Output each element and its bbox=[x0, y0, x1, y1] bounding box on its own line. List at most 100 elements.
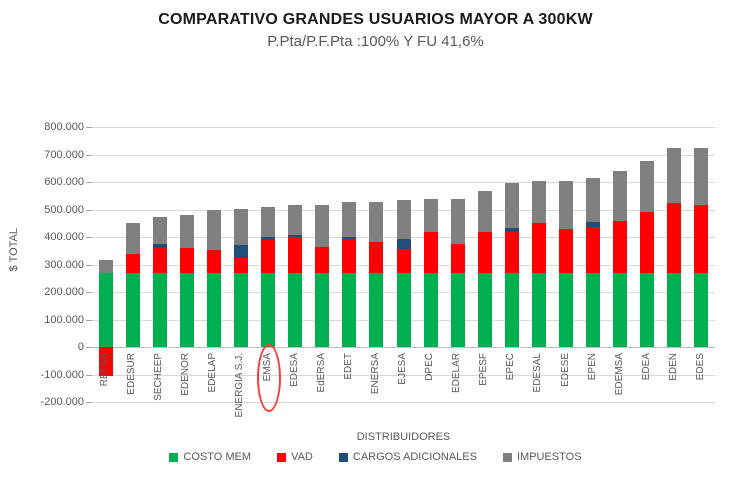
bar-eden-vad bbox=[667, 203, 682, 273]
bar-edesa-costo-mem bbox=[288, 272, 303, 347]
x-label-ejesa: EJESA bbox=[397, 353, 408, 385]
bar-enersa-costo-mem bbox=[369, 272, 384, 347]
gridline-100-000 bbox=[92, 374, 715, 376]
legend-item-cargos-adicionales: CARGOS ADICIONALES bbox=[338, 451, 477, 463]
y-tick-label-600-000: 600.000 bbox=[44, 176, 84, 188]
bar-edesal-vad bbox=[531, 222, 546, 273]
y-tick-mark-600-000 bbox=[86, 182, 92, 183]
bar-epesf-costo-mem bbox=[477, 272, 492, 347]
bar-dpec-vad bbox=[423, 231, 438, 273]
bar-edersa-impuestos bbox=[315, 205, 330, 247]
legend: COSTO MEM VAD CARGOS ADICIONALES IMPUESTOS bbox=[0, 451, 751, 463]
bar-secheep-vad bbox=[152, 247, 167, 273]
legend-swatch-impuestos bbox=[502, 452, 512, 462]
bar-edese-costo-mem bbox=[559, 272, 574, 347]
bar-edesur-vad bbox=[125, 254, 140, 273]
bar-edes-impuestos bbox=[694, 148, 709, 206]
x-label-edea: EDEA bbox=[640, 353, 652, 381]
y-tick-label-100-000: -100.000 bbox=[40, 368, 84, 381]
y-tick-label-100-000: 100.000 bbox=[44, 313, 84, 326]
bar-eden-costo-mem bbox=[667, 272, 682, 347]
bar-energia-s-j-vad bbox=[233, 258, 248, 273]
bar-edersa-vad bbox=[315, 246, 330, 273]
y-tick-label-300-000: 300.000 bbox=[44, 258, 84, 271]
legend-swatch-cargos-adicionales bbox=[338, 452, 348, 462]
bar-epec-costo-mem bbox=[504, 272, 519, 347]
bar-ejesa-costo-mem bbox=[396, 272, 411, 347]
x-label-epesf: EPESF bbox=[478, 353, 490, 386]
bar-edesa-vad bbox=[288, 237, 303, 273]
bar-refsa-costo-mem bbox=[98, 272, 113, 347]
y-tick-mark-400-000 bbox=[86, 237, 92, 238]
x-label-edesal: EDESAL bbox=[532, 353, 544, 393]
y-tick-mark-0 bbox=[86, 347, 92, 348]
bar-edet-cargos-adicionales bbox=[342, 237, 357, 240]
bar-secheep-costo-mem bbox=[152, 272, 167, 347]
bar-edenor-costo-mem bbox=[179, 272, 194, 347]
x-label-edes: EDES bbox=[694, 353, 706, 381]
bar-edesa-impuestos bbox=[288, 205, 303, 235]
emsa-circle-annotation bbox=[257, 344, 282, 412]
legend-label-vad: VAD bbox=[291, 451, 313, 463]
bar-epen-impuestos bbox=[586, 177, 601, 222]
x-label-edenor: EDENOR bbox=[180, 353, 192, 396]
x-label-epen: EPEN bbox=[586, 353, 598, 381]
bar-edesal-costo-mem bbox=[531, 272, 546, 347]
bar-eden-impuestos bbox=[667, 147, 682, 204]
bar-edenor-impuestos bbox=[179, 214, 194, 248]
legend-item-costo-mem: COSTO MEM bbox=[169, 451, 251, 463]
x-label-secheep: SECHEEP bbox=[153, 353, 165, 401]
y-tick-mark-800-000 bbox=[86, 127, 92, 128]
legend-label-cargos-adicionales: CARGOS ADICIONALES bbox=[352, 451, 477, 463]
bar-refsa-impuestos bbox=[98, 259, 113, 273]
y-tick-mark-100-000 bbox=[86, 319, 92, 321]
y-tick-mark-200-000 bbox=[86, 292, 92, 293]
bar-emsa-costo-mem bbox=[261, 272, 276, 347]
x-label-energia-s-j: ENERGIA S.J. bbox=[234, 353, 246, 418]
y-tick-label-200-000: -200.000 bbox=[40, 396, 84, 408]
x-label-edelap: EDELAP bbox=[207, 353, 219, 393]
y-tick-mark-700-000 bbox=[86, 154, 92, 156]
legend-swatch-vad bbox=[277, 452, 287, 462]
bar-edelar-costo-mem bbox=[450, 272, 465, 347]
bar-enersa-impuestos bbox=[369, 201, 384, 242]
bar-edesur-costo-mem bbox=[125, 272, 140, 347]
bar-edea-costo-mem bbox=[640, 272, 655, 347]
x-axis-title: DISTRIBUIDORES bbox=[356, 431, 451, 443]
chart-subtitle: P.Pta/P.F.Pta :100% Y FU 41,6% bbox=[267, 33, 484, 50]
x-label-edesur: EDESUR bbox=[126, 353, 138, 395]
bar-edemsa-vad bbox=[613, 220, 628, 273]
x-label-epec: EPEC bbox=[505, 353, 517, 381]
bar-epen-cargos-adicionales bbox=[586, 221, 601, 228]
bar-edesal-impuestos bbox=[531, 180, 546, 223]
bar-epec-vad bbox=[504, 232, 519, 273]
legend-swatch-costo-mem bbox=[169, 452, 179, 462]
bar-edelar-vad bbox=[450, 243, 465, 273]
bar-epesf-impuestos bbox=[477, 190, 492, 233]
bar-edea-impuestos bbox=[640, 160, 655, 213]
bar-emsa-cargos-adicionales bbox=[261, 237, 276, 241]
x-label-edese: EDESE bbox=[559, 353, 571, 387]
bar-edelap-impuestos bbox=[206, 210, 221, 250]
bar-refsa-vad bbox=[98, 347, 113, 376]
y-tick-label-800-000: 800.000 bbox=[44, 121, 84, 133]
y-tick-mark-100-000 bbox=[86, 374, 92, 376]
y-tick-mark-500-000 bbox=[86, 209, 92, 211]
y-tick-mark-300-000 bbox=[86, 264, 92, 266]
x-label-refsa: REFSA bbox=[99, 353, 111, 387]
bar-secheep-cargos-adicionales bbox=[152, 243, 167, 248]
bar-dpec-costo-mem bbox=[423, 272, 438, 347]
bar-edese-vad bbox=[559, 229, 574, 273]
bar-edesur-impuestos bbox=[125, 223, 140, 255]
bar-edenor-vad bbox=[179, 248, 194, 273]
bar-enersa-vad bbox=[369, 241, 384, 273]
x-label-eden: EDEN bbox=[667, 353, 679, 381]
bar-edese-impuestos bbox=[559, 180, 574, 230]
bar-dpec-impuestos bbox=[423, 199, 438, 232]
bar-edelap-costo-mem bbox=[206, 272, 221, 347]
bar-edes-vad bbox=[694, 205, 709, 273]
bar-edes-costo-mem bbox=[694, 272, 709, 347]
legend-label-costo-mem: COSTO MEM bbox=[183, 451, 252, 463]
gridline-700-000 bbox=[92, 154, 715, 156]
